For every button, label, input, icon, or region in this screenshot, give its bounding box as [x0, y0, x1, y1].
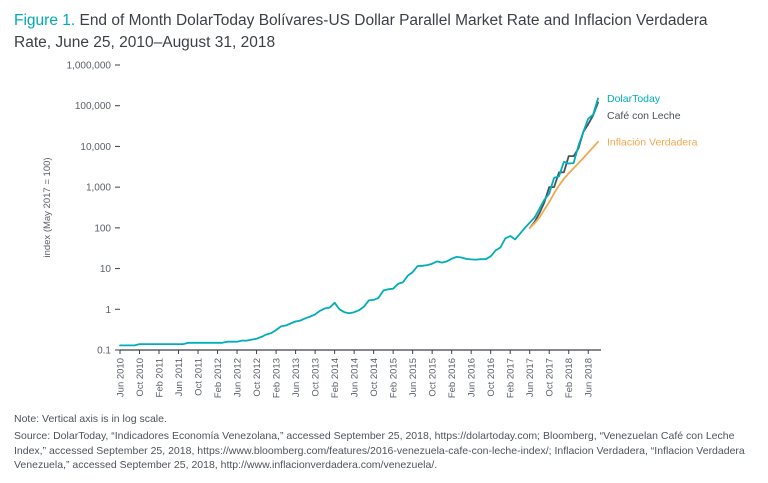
- x-tick-label: Oct 2014: [369, 358, 380, 397]
- x-tick-label: Jun 2011: [174, 358, 185, 396]
- legend-label-inflacio-n-verdadera: Inflación Verdadera: [607, 137, 698, 149]
- x-tick-label: Feb 2018: [564, 358, 575, 398]
- x-tick-label: Oct 2017: [545, 358, 556, 397]
- note-text: Note: Vertical axis is in log scale.: [14, 413, 167, 426]
- x-tick-label: Jun 2010: [116, 358, 127, 397]
- x-tick-label: Feb 2012: [213, 358, 224, 398]
- legend-label-cafe-con-leche: Café con Leche: [607, 110, 681, 122]
- figure-title: Figure 1. End of Month DolarToday Bolíva…: [0, 0, 768, 53]
- x-tick-label: Oct 2010: [135, 358, 146, 397]
- y-tick-label: 100,000: [75, 102, 112, 113]
- x-tick-label: Oct 2012: [252, 358, 263, 397]
- y-tick-label: 1: [105, 305, 111, 316]
- x-tick-label: Feb 2016: [447, 358, 458, 398]
- series-line-dolartoday: [119, 97, 599, 347]
- y-tick-label: 10: [100, 264, 112, 275]
- y-axis-title: index (May 2017 = 100): [42, 158, 53, 258]
- x-tick-label: Feb 2017: [506, 358, 517, 398]
- x-tick-label: Jun 2012: [233, 358, 244, 397]
- x-tick-label: Jun 2015: [408, 358, 419, 397]
- chart-svg: 1,000,000 100,000 10,000 1,000 100 10 1 0.1 inde…: [42, 61, 698, 399]
- series-line-cafe-con-leche: [528, 101, 599, 230]
- series-line-inflacio-n-verdadera: [528, 141, 599, 230]
- x-tick-label: Jun 2016: [467, 358, 478, 397]
- figure-title-text: End of Month DolarToday Bolívares-US Dol…: [14, 12, 708, 51]
- x-tick-label: Jun 2013: [291, 358, 302, 397]
- x-tick-label: Oct 2016: [486, 358, 497, 397]
- figure-number: Figure 1.: [14, 12, 76, 29]
- x-tick-label: Feb 2013: [272, 358, 283, 398]
- x-tick-label: Oct 2013: [311, 358, 322, 397]
- legend-label-dolartoday: DolarToday: [607, 93, 661, 105]
- x-tick-label: Oct 2015: [428, 358, 439, 397]
- figure-notes: Note: Vertical axis is in log scale. Sou…: [0, 412, 768, 472]
- x-tick-label: Oct 2011: [194, 358, 205, 396]
- x-tick-label: Jun 2018: [584, 358, 595, 397]
- y-tick-label: 0.1: [97, 346, 111, 357]
- y-tick-label: 1,000: [86, 183, 111, 194]
- x-tick-label: Feb 2015: [389, 358, 400, 398]
- y-tick-label: 100: [94, 224, 111, 235]
- x-tick-label: Feb 2014: [330, 358, 341, 398]
- x-tick-label: Jun 2017: [525, 358, 536, 397]
- y-tick-label: 1,000,000: [67, 61, 112, 72]
- x-tick-label: Jun 2014: [350, 358, 361, 397]
- source-text: Source: DolarToday, “Indicadores Economí…: [14, 430, 745, 472]
- chart-area: 1,000,000 100,000 10,000 1,000 100 10 1 0.1 inde…: [0, 55, 768, 412]
- y-tick-label: 10,000: [80, 142, 111, 153]
- x-tick-label: Feb 2011: [155, 358, 166, 397]
